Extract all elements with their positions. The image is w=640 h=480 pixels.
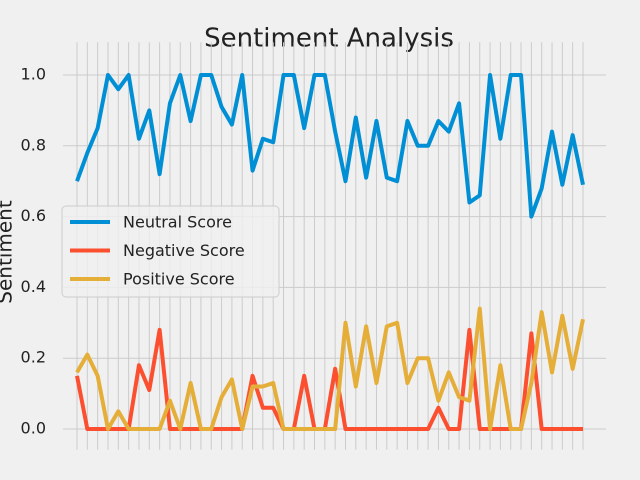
y-tick-label: 0.4 xyxy=(21,277,46,296)
legend-label: Negative Score xyxy=(123,241,245,260)
y-tick-label: 0.8 xyxy=(21,135,46,154)
lines xyxy=(75,73,585,431)
x-axis-label: Date xyxy=(305,477,353,480)
y-axis-label: Sentiment xyxy=(0,200,17,304)
y-tick-label: 0.2 xyxy=(21,348,46,367)
chart-title: Sentiment Analysis xyxy=(204,24,454,54)
y-tick-label: 0.6 xyxy=(21,206,46,225)
legend-box xyxy=(61,205,280,298)
series-line xyxy=(75,327,583,431)
legend-label: Neutral Score xyxy=(123,213,232,232)
series-line xyxy=(75,306,585,431)
series-line xyxy=(75,73,585,219)
y-tick-label: 0.0 xyxy=(21,419,46,438)
y-tick-label: 1.0 xyxy=(21,65,46,84)
legend-label: Positive Score xyxy=(123,270,235,289)
legend: Neutral Score Negative Score Positive Scor… xyxy=(61,205,280,298)
